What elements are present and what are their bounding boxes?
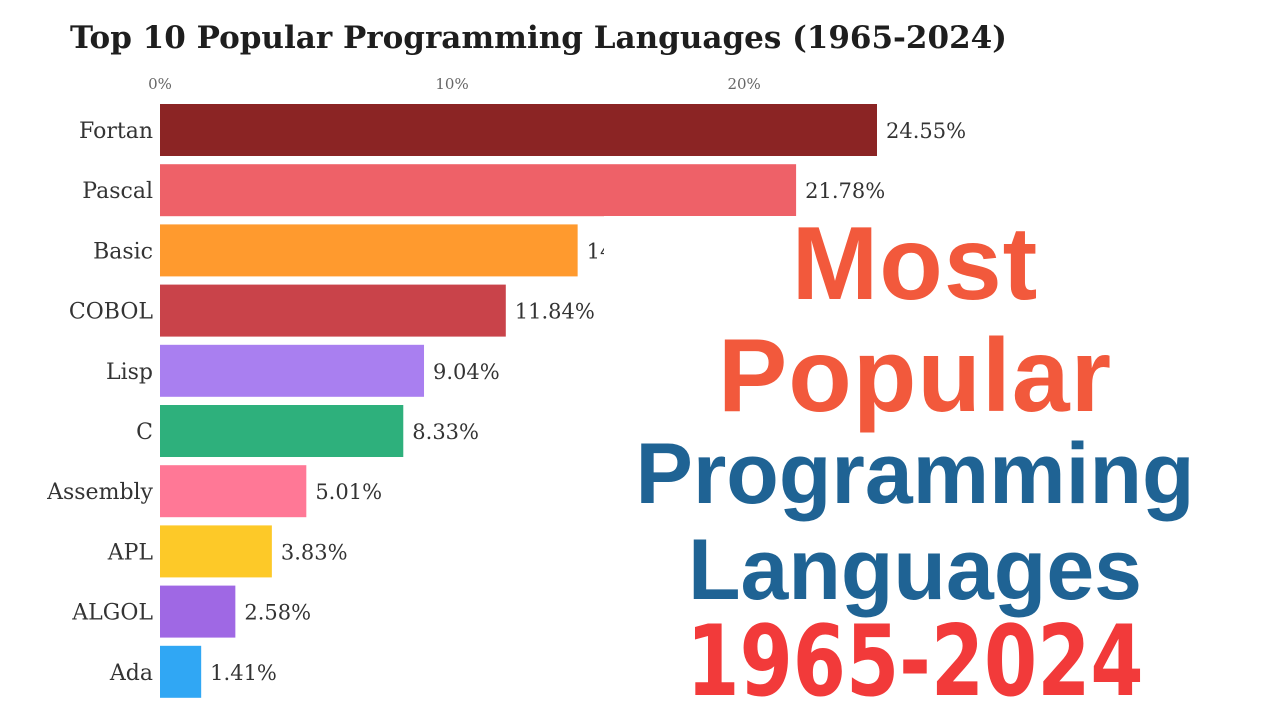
bar-ada (160, 645, 202, 698)
category-labels: Fortan Pascal Basic COBOL Lisp C Assembly APL AL… (46, 119, 153, 686)
value-label: 8.33% (412, 420, 479, 444)
bar-lisp (160, 344, 425, 397)
promo-programming-text: Programming (635, 426, 1195, 522)
category-label: COBOL (69, 300, 153, 325)
bar-apl (160, 525, 272, 578)
category-label: APL (107, 540, 154, 565)
promo-years-text: 1965-2024 (686, 605, 1144, 719)
promo-popular-text: Popular (717, 318, 1113, 434)
bar-pascal (160, 164, 797, 217)
category-label: ALGOL (71, 601, 153, 626)
category-label: Fortan (79, 119, 153, 144)
value-label: 2.58% (244, 601, 311, 625)
value-label: 21.78% (805, 179, 885, 203)
promo-panel (604, 216, 1230, 720)
category-label: C (136, 420, 153, 445)
bar-c (160, 405, 404, 457)
category-label: Basic (93, 239, 153, 264)
bar-algol (160, 585, 236, 638)
x-tick-label: 10% (435, 75, 468, 93)
value-label: 1.41% (210, 661, 277, 685)
bar-assembly (160, 465, 307, 518)
x-tick-label: 0% (148, 75, 172, 93)
bar-series (160, 104, 877, 698)
x-tick-label: 20% (727, 75, 760, 93)
value-label: 9.04% (433, 360, 500, 384)
bar-fortan (160, 104, 877, 156)
value-label: 24.55% (886, 119, 966, 143)
bar-cobol (160, 284, 506, 337)
x-axis-ticks: 0% 10% 20% (148, 75, 761, 93)
promo-most-text: Most (791, 206, 1039, 322)
promo-languages-text: Languages (688, 522, 1142, 618)
value-label: 11.84% (515, 300, 595, 324)
category-label: Pascal (82, 179, 153, 204)
chart-title: Top 10 Popular Programming Languages (19… (70, 20, 1007, 56)
value-labels: 24.55%21.78%1411.84%9.04%8.33%5.01%3.83%… (210, 119, 966, 685)
category-label: Ada (109, 661, 153, 686)
value-label: 5.01% (315, 480, 382, 504)
category-label: Assembly (46, 480, 153, 505)
value-label: 3.83% (281, 540, 348, 564)
bar-basic (160, 224, 578, 277)
category-label: Lisp (106, 360, 153, 385)
